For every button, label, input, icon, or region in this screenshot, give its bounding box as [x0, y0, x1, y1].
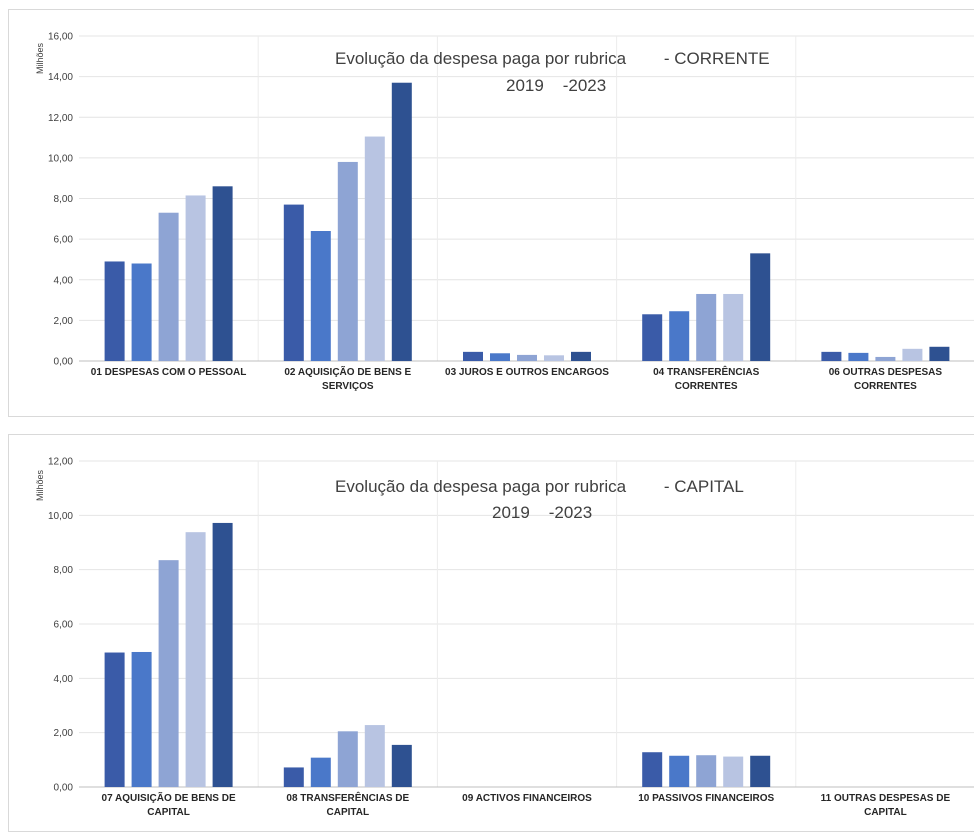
bar: [544, 355, 564, 361]
bar: [875, 356, 896, 361]
y-tick-label: 0,00: [54, 357, 74, 368]
chart-title: Evolução da despesa paga por rubrica - C…: [335, 49, 770, 68]
bar: [750, 253, 771, 361]
y-tick-label: 6,00: [54, 620, 74, 631]
chart-subtitle: 2019 -2023: [492, 503, 592, 522]
bar: [104, 261, 125, 361]
bar: [669, 755, 690, 787]
bar: [391, 82, 412, 361]
category-label: CAPITAL: [147, 807, 190, 818]
bar: [902, 348, 923, 361]
category-label: 03 JUROS E OUTROS ENCARGOS: [445, 367, 609, 378]
bar: [463, 351, 483, 361]
bar: [158, 212, 179, 361]
category-label: CORRENTES: [854, 381, 917, 392]
bar: [364, 725, 385, 787]
bar: [490, 353, 510, 361]
category-label: 02 AQUISIÇÃO DE BENS E: [284, 365, 411, 378]
y-tick-label: 2,00: [54, 728, 74, 739]
plot-area: 0,00 2,00 4,00 6,00 8,00 10,00 12,00 14,00 16,00…: [48, 32, 974, 392]
category-label: 11 OUTRAS DESPESAS DE: [821, 793, 951, 804]
bar: [104, 652, 125, 787]
chart-capital: 0,00 2,00 4,00 6,00 8,00 10,00 12,00 07 AQUISIÇ…: [8, 434, 974, 832]
chart-corrente-svg: 0,00 2,00 4,00 6,00 8,00 10,00 12,00 14,00 16,00…: [35, 32, 974, 392]
bar: [696, 293, 717, 361]
category-label: CORRENTES: [675, 381, 738, 392]
chart-subtitle: 2019 -2023: [506, 76, 606, 95]
chart-corrente: 0,00 2,00 4,00 6,00 8,00 10,00 12,00 14,00 16,00…: [8, 9, 974, 417]
category-label: 01 DESPESAS COM O PESSOAL: [91, 367, 247, 378]
bar: [642, 314, 663, 361]
bar: [669, 311, 690, 361]
y-axis-unit-label: Milhões: [35, 42, 45, 74]
category-label: 07 AQUISIÇÃO DE BENS DE: [102, 791, 236, 804]
chart-capital-svg: 0,00 2,00 4,00 6,00 8,00 10,00 12,00 07 AQUISIÇ…: [35, 457, 974, 818]
y-tick-label: 16,00: [48, 32, 73, 43]
y-tick-label: 8,00: [54, 194, 74, 205]
bar: [283, 204, 304, 361]
bar: [185, 195, 206, 361]
bar: [283, 767, 304, 787]
bar: [821, 351, 842, 361]
y-tick-label: 4,00: [54, 674, 74, 685]
bar: [337, 731, 358, 787]
category-label: CAPITAL: [864, 807, 907, 818]
y-tick-label: 8,00: [54, 565, 74, 576]
y-tick-label: 10,00: [48, 153, 73, 164]
y-tick-label: 0,00: [54, 783, 74, 794]
bar: [848, 352, 869, 361]
bar: [131, 263, 152, 361]
plot-area: 0,00 2,00 4,00 6,00 8,00 10,00 12,00 07 AQUISIÇ…: [48, 457, 974, 818]
bar: [723, 293, 744, 361]
category-label: 08 TRANSFERÊNCIAS DE: [286, 791, 409, 804]
bar: [185, 532, 206, 787]
bar: [571, 351, 591, 361]
bar: [310, 757, 331, 787]
bar: [364, 136, 385, 361]
bar: [337, 161, 358, 361]
y-tick-label: 12,00: [48, 113, 73, 124]
bar: [391, 744, 412, 787]
y-tick-label: 6,00: [54, 235, 74, 246]
y-tick-label: 2,00: [54, 316, 74, 327]
bar: [131, 651, 152, 787]
y-tick-label: 14,00: [48, 72, 73, 83]
y-axis-unit-label: Milhões: [35, 469, 45, 501]
category-label: SERVIÇOS: [322, 381, 374, 392]
category-label: 04 TRANSFERÊNCIAS: [653, 365, 759, 378]
category-label: 09 ACTIVOS FINANCEIROS: [462, 793, 592, 804]
bar: [929, 346, 950, 361]
bar: [642, 752, 663, 787]
y-tick-label: 10,00: [48, 511, 73, 522]
chart-title: Evolução da despesa paga por rubrica - C…: [335, 477, 744, 496]
category-label: 06 OUTRAS DESPESAS: [829, 367, 943, 378]
bar: [696, 755, 717, 787]
bar: [723, 756, 744, 787]
bar: [310, 231, 331, 361]
bar: [212, 186, 233, 361]
category-label: CAPITAL: [327, 807, 370, 818]
bar: [517, 354, 537, 361]
y-tick-label: 12,00: [48, 457, 73, 468]
category-label: 10 PASSIVOS FINANCEIROS: [638, 793, 774, 804]
bar: [750, 755, 771, 787]
y-tick-label: 4,00: [54, 275, 74, 286]
bar: [212, 522, 233, 787]
bar: [158, 560, 179, 787]
